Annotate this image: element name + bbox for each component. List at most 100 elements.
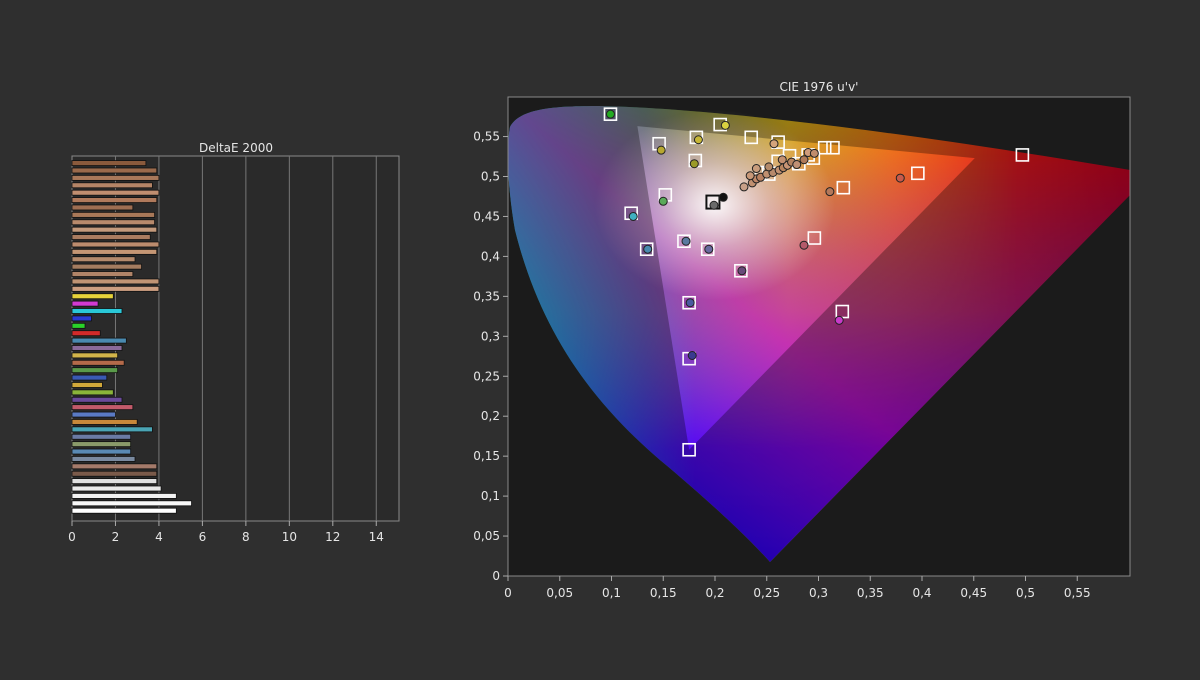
deltae-tick-label: 10 (282, 530, 297, 544)
deltae-bar (71, 500, 192, 507)
deltae-tick-label: 0 (68, 530, 76, 544)
cie-x-tick-label: 0,5 (1016, 586, 1035, 600)
cie-target-square (836, 180, 851, 195)
deltae-bar (71, 278, 160, 285)
deltae-bar (71, 411, 116, 418)
deltae-bar (71, 330, 101, 337)
deltae-bar (71, 263, 142, 270)
cie-x-tick-label: 0,3 (809, 586, 828, 600)
cie-x-tick-label: 0,4 (912, 586, 931, 600)
cie-x-tick-label: 0,05 (546, 586, 573, 600)
deltae-bar (71, 419, 138, 425)
cie-y-tick-label: 0,3 (481, 329, 500, 343)
cie-locus-area (508, 97, 1130, 576)
deltae-bar (71, 337, 127, 344)
cie-target-square (603, 107, 618, 121)
cie-y-tick-label: 0 (492, 569, 500, 583)
deltae-bar (71, 271, 134, 277)
cie-measured-point (809, 148, 819, 158)
cie-measured-point (656, 145, 666, 155)
cie-y-tick-label: 0,4 (481, 249, 500, 263)
cie-target-square (734, 263, 748, 278)
cie-y-tick-label: 0,25 (473, 369, 500, 383)
cie-measured-point (709, 200, 719, 210)
cie-measured-point (769, 139, 779, 149)
cie-measured-point (704, 244, 714, 254)
cie-measured-point (689, 159, 699, 169)
cie-measured-point (751, 164, 761, 174)
cie-axis-ticks: 0 0,05 0,1 0,15 0,2 0,25 0,3 0,35 0,4 0,45 0,5 0,55… (473, 130, 1090, 600)
deltae-bar (71, 485, 162, 492)
deltae-bar (71, 174, 160, 181)
cie-measured-point (799, 240, 809, 250)
cie-measured-point (628, 211, 638, 221)
deltae-bar (71, 382, 103, 388)
deltae-chart-title: DeltaE 2000 (199, 141, 273, 155)
cie-target-square (682, 295, 696, 310)
deltae-bar (71, 204, 134, 211)
deltae-bar (71, 389, 114, 396)
deltae-bar (71, 359, 125, 366)
deltae-bar (71, 256, 136, 263)
deltae-bar (71, 234, 151, 240)
cie-measured-points (605, 109, 905, 360)
deltae-bar (71, 219, 155, 226)
deltae-bar (71, 300, 99, 307)
deltae-bar (71, 374, 108, 381)
cie-measured-point (720, 120, 730, 130)
deltae-bar (71, 285, 160, 292)
deltae-bar (71, 293, 114, 300)
cie-y-tick-label: 0,2 (481, 409, 500, 423)
deltae-bars (71, 160, 192, 514)
cie-chart-title: CIE 1976 u'v' (780, 80, 859, 94)
cie-measured-point (764, 162, 774, 172)
cie-target-square (744, 130, 759, 145)
cie-y-tick-label: 0,15 (473, 449, 500, 463)
deltae-tick-label: 12 (325, 530, 340, 544)
deltae-tick-label: 6 (199, 530, 207, 544)
cie-measured-point (834, 315, 844, 325)
deltae-bar (71, 241, 160, 248)
cie-x-tick-label: 0,25 (753, 586, 780, 600)
cie-measured-point (718, 192, 728, 202)
deltae-bar (71, 396, 123, 403)
cie-measured-point (643, 244, 653, 254)
deltae-bar (71, 426, 153, 433)
deltae-bar (71, 493, 177, 499)
deltae-bar (71, 345, 123, 351)
deltae-bar (71, 448, 132, 455)
cie-y-tick-label: 0,55 (473, 130, 500, 144)
cie-target-square (639, 242, 654, 257)
deltae-bar (71, 322, 86, 329)
cie-x-tick-label: 0,35 (857, 586, 884, 600)
cie-target-square (1015, 148, 1030, 162)
deltae-x-ticks: 0 2 4 6 8 10 12 14 (68, 521, 384, 544)
deltae-chart: DeltaE 2000 0 2 4 6 8 10 12 14 (68, 141, 400, 544)
cie-y-tick-label: 0,45 (473, 209, 500, 223)
deltae-bar (71, 456, 136, 462)
cie-target-square (807, 231, 822, 245)
cie-measured-point (825, 187, 835, 197)
cie-chart: CIE 1976 u'v' 0 0,05 0,1 0,15 0,2 0,25 0,3 0,35… (473, 80, 1131, 600)
deltae-bar (71, 367, 119, 374)
deltae-bar (71, 315, 92, 322)
cie-x-tick-label: 0,45 (960, 586, 987, 600)
cie-x-tick-label: 0,15 (650, 586, 677, 600)
deltae-bar (71, 308, 123, 314)
cie-measured-point (687, 350, 697, 360)
deltae-bar (71, 189, 160, 196)
cie-x-tick-label: 0 (504, 586, 512, 600)
cie-target-square (700, 242, 715, 257)
deltae-bar (71, 463, 158, 470)
cie-y-tick-label: 0,35 (473, 289, 500, 303)
deltae-bar (71, 507, 177, 514)
deltae-bar (71, 470, 158, 477)
cie-measured-point (685, 298, 695, 308)
deltae-tick-label: 4 (155, 530, 163, 544)
deltae-bar (71, 182, 153, 189)
cie-measured-point (737, 266, 747, 276)
cie-target-square (826, 140, 840, 155)
deltae-bar (71, 441, 132, 448)
cie-x-tick-label: 0,55 (1064, 586, 1091, 600)
